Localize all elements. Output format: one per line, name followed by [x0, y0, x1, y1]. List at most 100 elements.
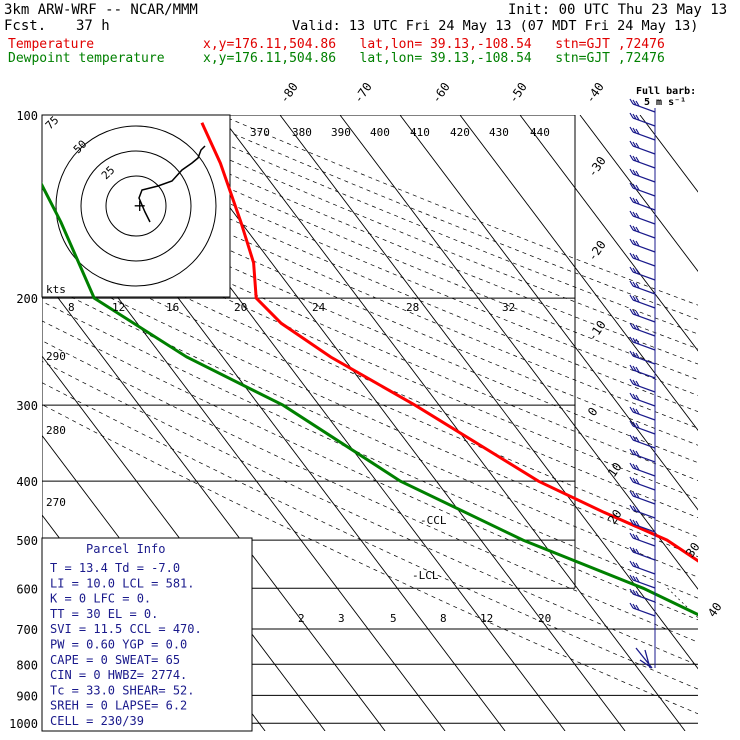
- hodograph-speed-label: 24: [312, 301, 326, 314]
- wind-barb: [629, 504, 656, 519]
- isotherm-label: 20: [605, 507, 625, 527]
- wind-barb: [629, 588, 656, 603]
- wind-barb: [629, 518, 656, 533]
- dry-adiabat-line: [42, 147, 698, 429]
- isotherm-line: [279, 115, 698, 670]
- isotherm-line: [459, 115, 698, 431]
- pressure-label: 100: [16, 109, 38, 123]
- wind-barb: [635, 647, 653, 669]
- theta-label: 290: [46, 350, 66, 363]
- mixing-ratio-label: 5: [390, 612, 397, 625]
- valid-time: Valid: 13 UTC Fri 24 May 13 (07 MDT Fri …: [292, 18, 699, 34]
- dry-adiabat-line: [42, 211, 698, 500]
- theta-label: 380: [292, 126, 312, 139]
- hodograph-frame: [41, 114, 231, 298]
- model-title: 3km ARW-WRF -- NCAR/MMM: [4, 2, 198, 18]
- wind-barb: [629, 392, 656, 407]
- forecast-label: Fcst.: [4, 18, 47, 34]
- temperature-location: x,y=176.11,504.86 lat,lon= 39.13,-108.54…: [203, 37, 665, 52]
- dry-adiabat-line: [42, 132, 698, 413]
- wind-barb: [629, 98, 656, 113]
- dry-adiabat-line: [42, 195, 698, 481]
- dewpoint-location: x,y=176.11,504.86 lat,lon= 39.13,-108.54…: [203, 51, 665, 66]
- mixing-ratio-label: 3: [338, 612, 345, 625]
- pressure-label: 700: [16, 623, 38, 637]
- parcel-info-row: LI = 10.0 LCL = 581.: [50, 576, 195, 590]
- wind-barb: [629, 238, 656, 253]
- init-time: Init: 00 UTC Thu 23 May 13: [508, 2, 728, 18]
- wind-barb: [629, 448, 656, 463]
- dry-adiabat-line: [42, 301, 698, 599]
- parcel-info-row: TT = 30 EL = 0.: [50, 607, 158, 621]
- wind-barb: [629, 280, 656, 295]
- mixing-ratio-label: 8: [440, 612, 447, 625]
- parcel-info-row: CELL = 230/39: [50, 714, 144, 728]
- isotherm-label: -40: [583, 80, 607, 106]
- isotherm-label: -80: [277, 80, 301, 106]
- hodograph-speed-label: 12: [112, 301, 125, 314]
- pressure-label: 600: [16, 582, 38, 596]
- dry-adiabat-line: [42, 179, 698, 464]
- wind-barb: [629, 294, 656, 309]
- wind-barb: [629, 336, 656, 351]
- wind-barb: [629, 126, 656, 141]
- wind-barb: [629, 210, 656, 225]
- hodograph-ring: [80, 150, 192, 262]
- hodograph-ring: [105, 175, 167, 237]
- barb-legend-units: 5 m s⁻¹: [644, 97, 687, 108]
- temperature-profile: [200, 122, 698, 563]
- dry-adiabat-line: [42, 282, 698, 578]
- wind-barb: [629, 112, 656, 127]
- isotherm-label: 10: [605, 460, 625, 480]
- mixing-ratio-label: 12: [480, 612, 493, 625]
- wind-barb: [629, 420, 656, 435]
- wind-barb: [629, 224, 656, 239]
- theta-label: 400: [370, 126, 390, 139]
- pressure-label: 300: [16, 399, 38, 413]
- hodograph-speed-label: 8: [68, 301, 75, 314]
- mixing-ratio-label: 2: [298, 612, 305, 625]
- wind-barb: [629, 602, 656, 617]
- theta-label: 410: [410, 126, 430, 139]
- pressure-label: 800: [16, 658, 38, 672]
- wind-barb: [629, 490, 656, 505]
- parcel-info-row: CIN = 0 HWBZ= 2774.: [50, 668, 187, 682]
- hodograph-speed-label: 28: [406, 301, 419, 314]
- hodograph-trace: [138, 145, 206, 223]
- pressure-label: 400: [16, 475, 38, 489]
- theta-label: 440: [530, 126, 550, 139]
- wind-barb: [629, 196, 656, 211]
- hodograph-unit-label: kts: [46, 283, 66, 296]
- pressure-label: 500: [16, 534, 38, 548]
- pressure-label: 900: [16, 689, 38, 703]
- hodograph-center-mark: +: [133, 196, 146, 215]
- barb-legend-title: Full barb:: [636, 86, 697, 97]
- dry-adiabat-line: [42, 163, 698, 446]
- wind-barb: [629, 574, 656, 589]
- isotherm-label: -60: [429, 80, 453, 106]
- parcel-info-title: Parcel Info: [86, 542, 165, 556]
- wind-barb: [629, 462, 656, 477]
- isotherm-line: [159, 115, 626, 731]
- pressure-label: 200: [16, 292, 38, 306]
- isotherm-line: [219, 115, 686, 731]
- hodograph-ring: [55, 125, 217, 287]
- parcel-info-row: PW = 0.60 YGP = 0.0: [50, 638, 187, 652]
- isotherm-line: [519, 115, 698, 352]
- dry-adiabat-line: [42, 382, 698, 690]
- lcl-label: -LCL: [412, 569, 439, 582]
- parcel-info-row: K = 0 LFC = 0.: [50, 592, 151, 606]
- dry-adiabat-line: [42, 360, 698, 666]
- isotherm-line: [700, 115, 740, 731]
- wind-barb: [629, 252, 656, 267]
- wind-barb: [629, 322, 656, 337]
- wind-barb: [629, 532, 656, 547]
- theta-label: 420: [450, 126, 470, 139]
- wind-barb: [629, 140, 656, 155]
- wind-barb: [629, 182, 656, 197]
- dewpoint-legend: Dewpoint temperature: [8, 51, 165, 66]
- parcel-info-row: SREH = 0 LAPSE= 6.2: [50, 699, 187, 713]
- theta-label: 280: [46, 424, 66, 437]
- wind-barb: [629, 308, 656, 323]
